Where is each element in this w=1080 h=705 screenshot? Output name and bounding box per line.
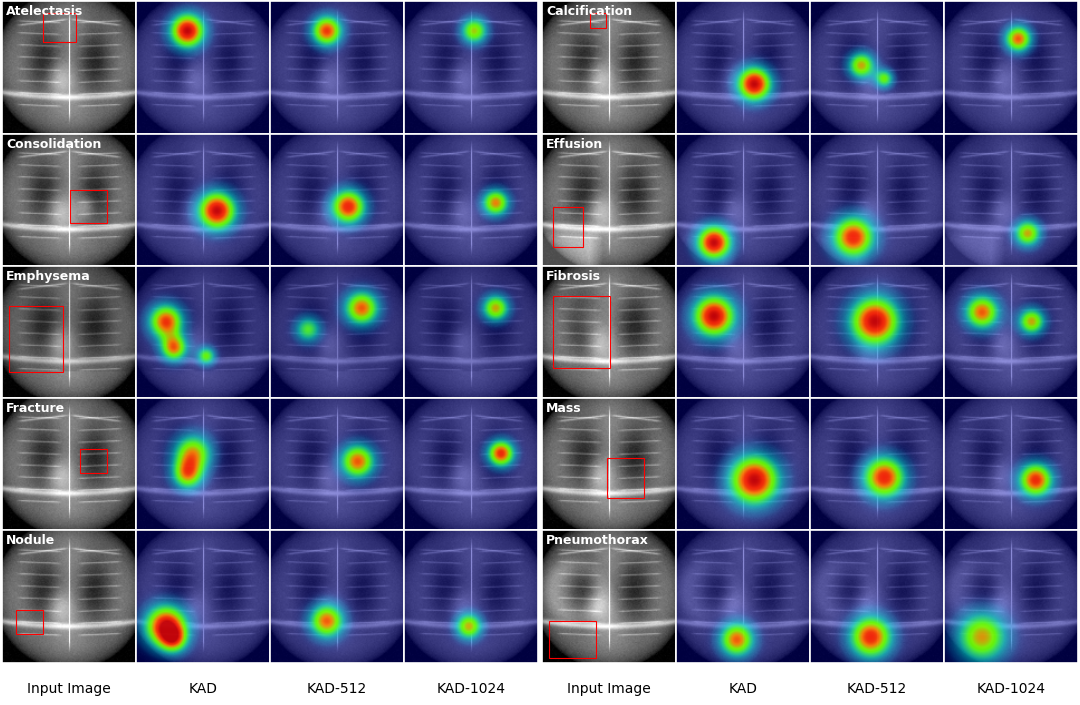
Bar: [553, 207, 583, 247]
Text: Fracture: Fracture: [6, 402, 65, 415]
Bar: [16, 611, 43, 634]
Bar: [607, 458, 645, 498]
Text: Pneumothorax: Pneumothorax: [546, 534, 649, 547]
Text: KAD-512: KAD-512: [847, 682, 907, 696]
Text: KAD-1024: KAD-1024: [976, 682, 1045, 696]
Bar: [550, 621, 596, 658]
Text: KAD-512: KAD-512: [307, 682, 367, 696]
Text: KAD: KAD: [729, 682, 757, 696]
Bar: [10, 306, 63, 372]
Text: Input Image: Input Image: [27, 682, 111, 696]
Text: Emphysema: Emphysema: [6, 270, 91, 283]
Text: Mass: Mass: [546, 402, 582, 415]
Text: KAD: KAD: [189, 682, 217, 696]
Text: Fibrosis: Fibrosis: [546, 270, 602, 283]
Text: Calcification: Calcification: [546, 6, 632, 18]
Bar: [43, 13, 77, 42]
Text: Atelectasis: Atelectasis: [6, 6, 83, 18]
Bar: [553, 295, 610, 368]
Text: Nodule: Nodule: [6, 534, 55, 547]
Text: Consolidation: Consolidation: [6, 137, 102, 151]
Bar: [70, 190, 107, 223]
Text: Effusion: Effusion: [546, 137, 604, 151]
Text: KAD-1024: KAD-1024: [436, 682, 505, 696]
Bar: [80, 449, 107, 473]
Text: Input Image: Input Image: [567, 682, 651, 696]
Bar: [590, 13, 606, 28]
